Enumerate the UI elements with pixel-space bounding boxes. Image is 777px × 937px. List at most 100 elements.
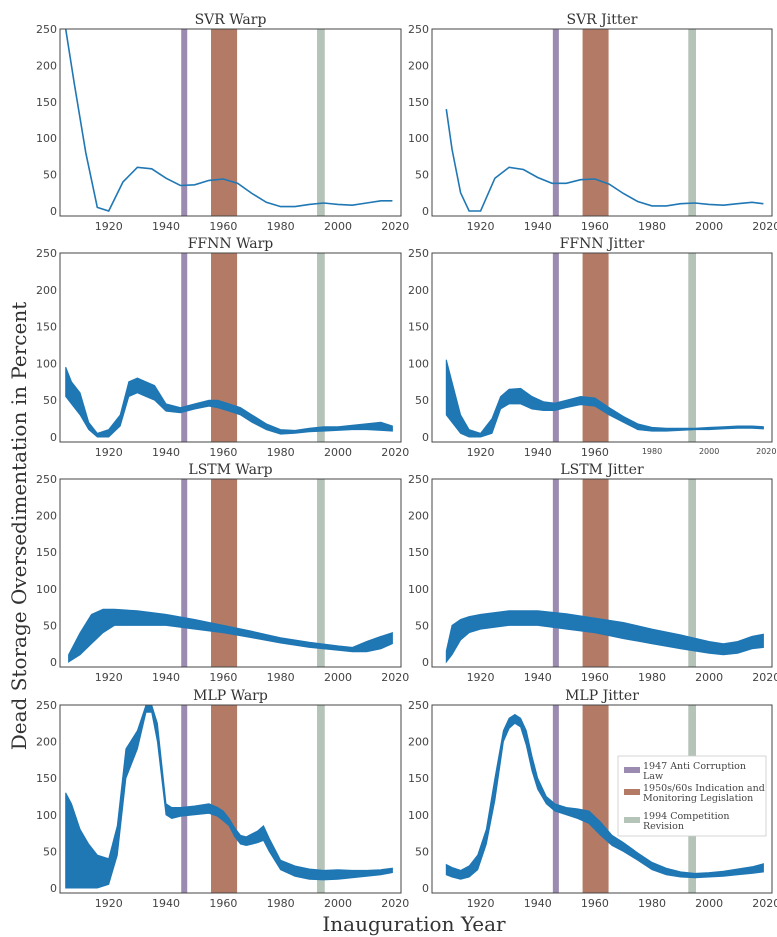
event-band-1 xyxy=(582,705,609,893)
xtick-label: 1940 xyxy=(152,897,180,910)
legend-swatch-0 xyxy=(624,767,640,773)
xtick-label: 1940 xyxy=(152,671,180,684)
event-band-1 xyxy=(211,479,238,667)
ytick-label: 0 xyxy=(422,205,429,218)
event-band-2 xyxy=(688,253,696,442)
figure-ylabel: Dead Storage Oversedimentation in Percen… xyxy=(7,302,31,751)
series-band xyxy=(65,705,393,889)
ytick-label: 250 xyxy=(36,23,57,36)
ytick-label: 0 xyxy=(50,431,57,444)
ytick-label: 250 xyxy=(408,23,429,36)
ytick-label: 100 xyxy=(408,809,429,822)
xtick-label: 2020 xyxy=(752,897,777,910)
xtick-label: 1960 xyxy=(209,671,237,684)
ytick-label: 200 xyxy=(36,59,57,72)
ytick-label: 150 xyxy=(36,546,57,559)
ytick-label: 0 xyxy=(50,205,57,218)
event-band-2 xyxy=(688,29,696,216)
ytick-label: 50 xyxy=(43,619,57,632)
legend-swatch-2 xyxy=(624,817,640,823)
xtick-label: 1960 xyxy=(581,220,609,233)
legend-label: Revision xyxy=(643,821,684,832)
axes-frame xyxy=(431,28,773,217)
ytick-label: 100 xyxy=(36,809,57,822)
xtick-label: 1960 xyxy=(581,446,609,459)
series-band xyxy=(65,366,393,438)
ytick-label: 0 xyxy=(50,882,57,895)
panel-title: MLP Warp xyxy=(193,688,268,704)
panel-0: 0 50 100 150 200 250 1920 1940 1960 1980 2000 2020 S… xyxy=(36,12,409,233)
xtick-label: 1960 xyxy=(581,671,609,684)
xtick-label: 1920 xyxy=(467,897,495,910)
event-band-0 xyxy=(181,705,188,893)
ytick-label: 200 xyxy=(36,736,57,749)
xtick-label: 1940 xyxy=(524,220,552,233)
ytick-label: 150 xyxy=(36,321,57,334)
xtick-label: 1960 xyxy=(209,446,237,459)
xtick-label: 1980 xyxy=(638,220,666,233)
legend-label: 1947 Anti Corruption xyxy=(643,761,746,772)
xtick-label: 1920 xyxy=(467,220,495,233)
event-band-2 xyxy=(317,479,325,667)
event-band-1 xyxy=(211,253,238,442)
panel-title: SVR Jitter xyxy=(566,12,637,28)
event-band-1 xyxy=(211,705,238,893)
legend-label: Law xyxy=(643,771,663,782)
ytick-label: 50 xyxy=(415,394,429,407)
xtick-label: 1920 xyxy=(95,220,123,233)
ytick-label: 0 xyxy=(422,882,429,895)
ytick-label: 200 xyxy=(36,284,57,297)
event-band-0 xyxy=(552,705,559,893)
legend-swatch-1 xyxy=(624,789,640,795)
xtick-label: 2000 xyxy=(695,220,723,233)
event-band-0 xyxy=(552,479,559,667)
ytick-label: 50 xyxy=(415,169,429,182)
series-line-0 xyxy=(445,108,764,212)
xtick-label: 2020 xyxy=(752,671,777,684)
ytick-label: 100 xyxy=(408,583,429,596)
xtick-label: 2020 xyxy=(752,220,777,233)
panel-title: MLP Jitter xyxy=(565,688,639,704)
xtick-label: 1940 xyxy=(152,220,180,233)
ytick-label: 250 xyxy=(408,699,429,712)
ytick-label: 250 xyxy=(408,247,429,260)
xtick-label: 2000 xyxy=(324,671,352,684)
ytick-label: 0 xyxy=(422,431,429,444)
xtick-label: 1940 xyxy=(152,446,180,459)
event-band-0 xyxy=(181,479,188,667)
ytick-label: 50 xyxy=(415,845,429,858)
panel-title: FFNN Jitter xyxy=(560,236,645,252)
xtick-label: 2000 xyxy=(695,897,723,910)
event-band-0 xyxy=(552,29,559,216)
ytick-label: 50 xyxy=(415,619,429,632)
ytick-label: 100 xyxy=(36,357,57,370)
panel-title: FFNN Warp xyxy=(188,236,274,252)
event-band-2 xyxy=(317,705,325,893)
legend-label: 1950s/60s Indication and xyxy=(643,783,765,794)
panel-title: LSTM Jitter xyxy=(560,462,644,478)
legend-box xyxy=(617,755,767,837)
ytick-label: 100 xyxy=(36,583,57,596)
ytick-label: 50 xyxy=(43,845,57,858)
series-line-0 xyxy=(64,29,393,212)
xtick-label: 2020 xyxy=(381,220,409,233)
axes-frame xyxy=(59,252,402,443)
ytick-label: 50 xyxy=(43,169,57,182)
figure-xlabel: Inauguration Year xyxy=(322,912,506,936)
ytick-label: 200 xyxy=(36,510,57,523)
xtick-label: 1920 xyxy=(95,671,123,684)
axes-frame xyxy=(59,704,402,894)
ytick-label: 200 xyxy=(408,736,429,749)
xtick-label: 2000 xyxy=(324,220,352,233)
xtick-label: 1940 xyxy=(524,446,552,459)
ytick-label: 250 xyxy=(36,247,57,260)
axes-frame xyxy=(431,478,773,668)
xtick-label: 1980 xyxy=(267,220,295,233)
ytick-label: 200 xyxy=(408,510,429,523)
panel-1: 0 50 100 150 200 250 1920 1940 1960 1980 2000 2020 S… xyxy=(408,12,777,233)
ytick-label: 150 xyxy=(408,321,429,334)
xtick-label: 1980 xyxy=(267,671,295,684)
